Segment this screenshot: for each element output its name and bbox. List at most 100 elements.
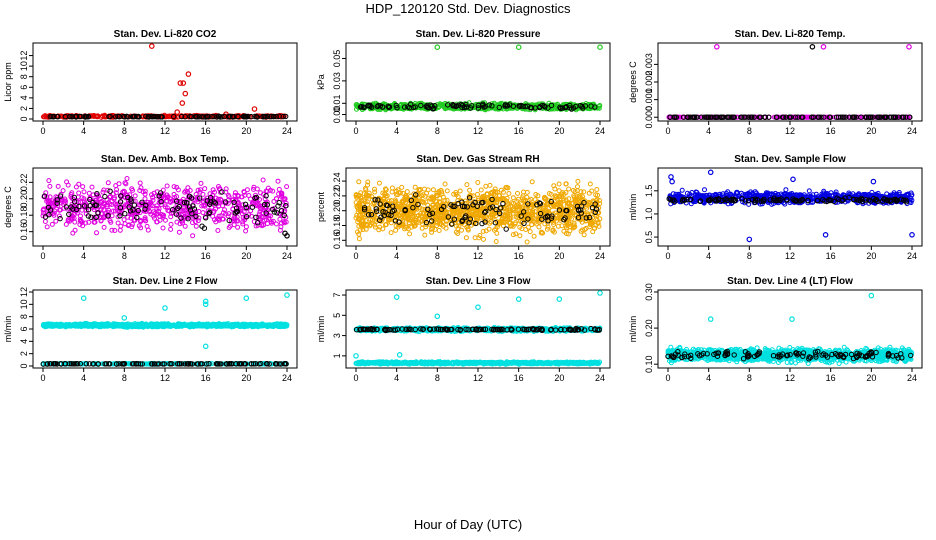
point-main: [273, 221, 279, 227]
point-main: [190, 220, 195, 226]
plot-frame: [657, 42, 923, 122]
point-main: [459, 227, 464, 233]
point-main: [506, 191, 512, 196]
point-hourly: [253, 113, 259, 120]
point-main: [187, 188, 193, 193]
point-hourly: [570, 105, 577, 111]
point-hourly: [283, 113, 289, 120]
point-main: [98, 217, 104, 223]
point-hourly: [667, 114, 673, 120]
point-outlier: [174, 109, 181, 115]
point-main: [80, 184, 86, 190]
point-main: [174, 219, 180, 225]
point-main: [202, 186, 208, 192]
point-hourly: [423, 103, 429, 110]
point-main: [102, 213, 108, 219]
panel-title: Stan. Dev. Line 2 Flow: [113, 276, 218, 287]
point-hourly: [756, 114, 763, 120]
point-main: [150, 194, 156, 200]
point-main: [277, 227, 283, 233]
point-main: [138, 185, 144, 191]
x-tick-label: 12: [160, 126, 170, 136]
x-tick-label: 0: [40, 251, 45, 261]
point-hourly: [451, 103, 457, 109]
point-main: [467, 187, 473, 193]
panel-5: Stan. Dev. Gas Stream RH0 4 8 12 16 20 240.160…: [316, 154, 611, 261]
point-hourly: [393, 102, 399, 109]
point-hourly: [907, 114, 913, 120]
point-main: [105, 180, 111, 186]
panel-title: Stan. Dev. Li-820 Pressure: [416, 29, 541, 40]
point-main: [597, 103, 603, 108]
panel-3: Stan. Dev. Li-820 Temp.0 4 8 12 16 20 240.0000…: [628, 29, 923, 136]
point-main: [235, 193, 241, 199]
y-tick-label: 0.16: [19, 223, 29, 241]
plot-frame: [657, 167, 923, 247]
point-main: [112, 208, 118, 214]
point-main: [185, 189, 190, 195]
point-main: [457, 188, 463, 194]
point-hourly: [579, 103, 585, 110]
point-hourly: [217, 114, 223, 120]
point-main: [107, 193, 113, 199]
point-main: [119, 192, 125, 198]
y-tick-label: 10: [19, 61, 29, 71]
point-hourly: [745, 114, 752, 120]
point-hourly: [145, 114, 152, 120]
point-main: [123, 195, 129, 201]
point-main: [117, 227, 123, 233]
panel-title: Stan. Dev. Gas Stream RH: [416, 154, 539, 165]
panel-title: Stan. Dev. Amb. Box Temp.: [101, 154, 229, 165]
point-main: [164, 183, 170, 189]
point-hourly: [558, 105, 564, 112]
point-main: [594, 187, 600, 192]
point-main: [436, 228, 442, 233]
point-main: [65, 182, 71, 188]
point-main: [142, 218, 148, 224]
point-main: [161, 191, 166, 197]
point-main: [442, 181, 448, 187]
point-hourly: [475, 105, 482, 111]
point-main: [524, 239, 530, 245]
point-outlier: [668, 174, 674, 180]
point-main: [46, 198, 52, 204]
point-outlier: [434, 44, 441, 51]
point-hourly: [557, 104, 563, 111]
point-hourly: [892, 114, 899, 120]
point-main: [81, 198, 87, 204]
point-main: [112, 201, 118, 207]
point-hourly: [412, 104, 418, 110]
point-hourly: [582, 103, 589, 109]
point-main: [222, 207, 227, 213]
point-hourly: [194, 114, 200, 120]
point-main: [115, 220, 121, 226]
point-main: [422, 232, 428, 238]
x-tick-label: 12: [473, 251, 483, 261]
data-points: [40, 292, 290, 367]
point-main: [575, 184, 580, 190]
point-main: [79, 207, 85, 213]
point-main: [251, 219, 257, 225]
point-main: [223, 186, 229, 192]
point-main: [137, 188, 143, 193]
y-tick-label: 0.003: [644, 53, 654, 76]
point-hourly: [528, 105, 535, 111]
point-outlier: [597, 44, 603, 51]
point-hourly: [386, 104, 393, 110]
point-outlier: [906, 43, 912, 50]
point-main: [92, 219, 98, 225]
point-main: [202, 203, 208, 209]
point-main: [74, 210, 80, 216]
point-main: [179, 218, 185, 224]
y-tick-label: 0.01: [332, 95, 342, 113]
point-hourly: [271, 113, 277, 120]
point-main: [51, 212, 57, 218]
point-hourly: [431, 105, 437, 112]
point-main: [259, 223, 265, 229]
point-main: [51, 201, 57, 207]
point-hourly: [227, 113, 233, 120]
point-main: [193, 219, 198, 225]
y-tick-label: 6: [19, 85, 29, 90]
